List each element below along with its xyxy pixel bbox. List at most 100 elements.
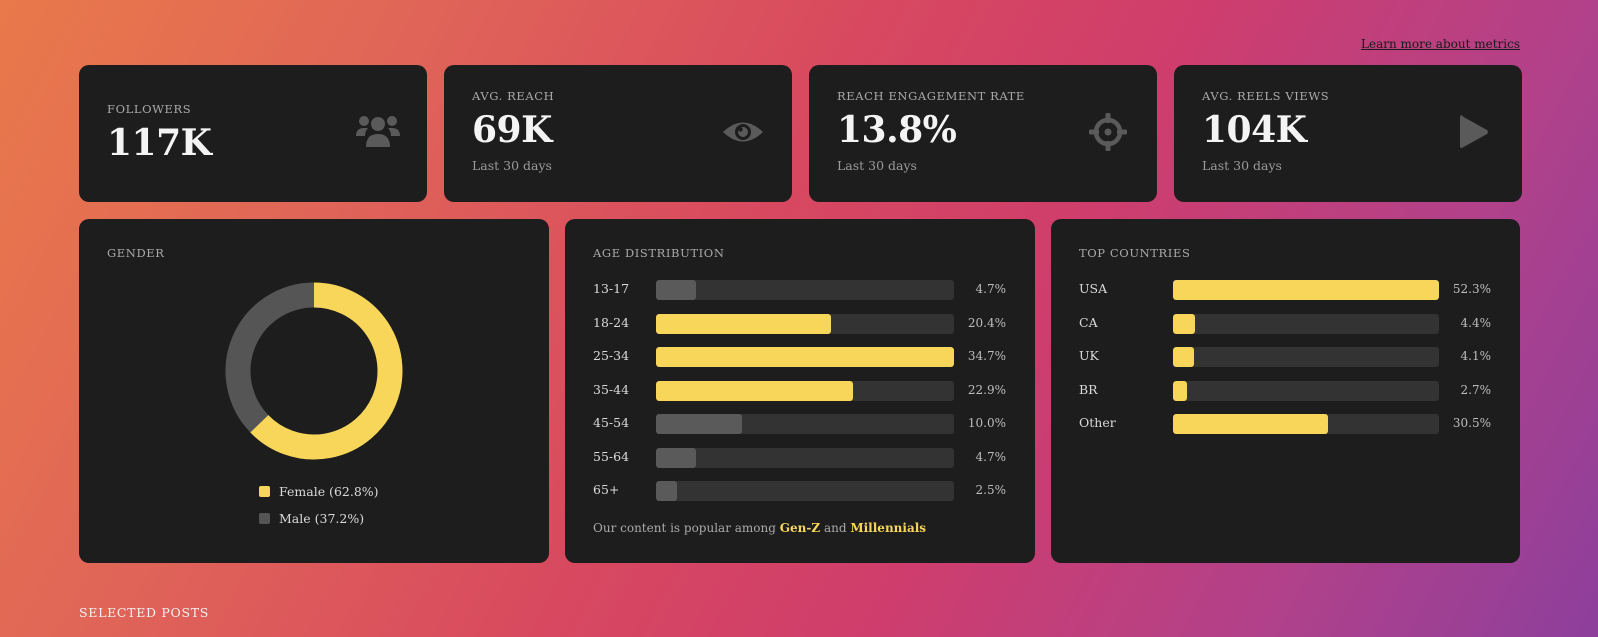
age-value-label: 20.4%	[967, 315, 1006, 330]
age-bar	[656, 313, 832, 334]
country-bar	[1173, 313, 1196, 334]
age-value-label: 2.5%	[975, 483, 1007, 497]
country-label: CA	[1079, 314, 1098, 330]
age-label: 13-17	[593, 281, 630, 296]
age-footnote: Our content is popular among Gen-Z and M…	[593, 521, 926, 535]
donut-slice-male	[225, 282, 315, 433]
country-bar	[1173, 280, 1439, 300]
avg-reach-value: 69K	[472, 109, 552, 151]
users-icon	[356, 116, 400, 147]
age-bar	[656, 414, 742, 434]
engagement-rate-period: Last 30 days	[837, 158, 917, 173]
age-track	[656, 313, 954, 334]
country-track	[1173, 347, 1439, 367]
country-bar	[1173, 347, 1194, 367]
country-value-label: 4.4%	[1460, 315, 1492, 330]
age-label: 35-44	[593, 381, 630, 397]
country-row: CA 4.4%	[1079, 313, 1493, 334]
age-distribution-panel: AGE DISTRIBUTION 13-17 4.7% 18-24 20.4% 25-3…	[565, 219, 1035, 563]
avg-reach-label: AVG. REACH	[472, 89, 555, 103]
legend-female: Female (62.8%)	[259, 484, 379, 499]
age-track	[656, 447, 954, 468]
reels-views-card: AVG. REELS VIEWS 104K Last 30 days	[1174, 65, 1522, 202]
age-row: 18-24 20.4%	[593, 313, 1007, 334]
country-label: USA	[1079, 281, 1108, 296]
followers-value: 117K	[107, 122, 212, 164]
gender-title: GENDER	[107, 246, 165, 260]
country-label: Other	[1079, 415, 1116, 430]
country-track	[1173, 280, 1439, 300]
country-label: BR	[1079, 381, 1098, 397]
country-row: BR 2.7%	[1079, 380, 1493, 401]
engagement-rate-card: REACH ENGAGEMENT RATE 13.8% Last 30 days	[809, 65, 1157, 202]
country-value-label: 30.5%	[1452, 416, 1491, 430]
age-track	[656, 481, 954, 501]
age-label: 65+	[593, 482, 620, 497]
country-track	[1173, 313, 1439, 334]
reels-views-value: 104K	[1202, 109, 1307, 151]
footnote-millennials: Millennials	[850, 521, 927, 535]
age-bar	[656, 280, 697, 300]
play-icon	[1460, 115, 1488, 149]
avg-reach-card: AVG. REACH 69K Last 30 days	[444, 65, 792, 202]
learn-more-link[interactable]: Learn more about metrics	[1361, 37, 1520, 51]
countries-title: TOP COUNTRIES	[1079, 246, 1191, 260]
age-bar	[656, 481, 678, 501]
top-countries-panel: TOP COUNTRIES USA 52.3% CA 4.4% UK 4.1% BR 2.7%…	[1051, 219, 1520, 563]
age-row: 25-34 34.7%	[593, 347, 1007, 367]
male-swatch	[259, 513, 270, 524]
age-label: 45-54	[593, 415, 630, 430]
metrics-page: Learn more about metrics FOLLOWERS 117K …	[79, 0, 1522, 637]
country-row: UK 4.1%	[1079, 347, 1493, 367]
age-track	[656, 280, 954, 300]
age-bar	[656, 347, 954, 367]
age-row: 65+ 2.5%	[593, 481, 1007, 501]
country-value-label: 52.3%	[1452, 282, 1491, 296]
female-swatch	[259, 486, 270, 497]
age-row: 13-17 4.7%	[593, 280, 1007, 300]
age-track	[656, 414, 954, 434]
age-title: AGE DISTRIBUTION	[593, 246, 725, 260]
followers-card: FOLLOWERS 117K	[79, 65, 427, 202]
age-track	[656, 347, 954, 367]
age-label: 25-34	[593, 348, 630, 363]
age-value-label: 4.7%	[975, 449, 1007, 464]
age-track	[656, 380, 954, 401]
country-label: UK	[1079, 348, 1099, 363]
footnote-prefix: Our content is popular among	[593, 521, 776, 535]
country-value-label: 4.1%	[1460, 349, 1492, 363]
female-legend-label: Female (62.8%)	[279, 484, 379, 499]
crosshair-icon	[1089, 113, 1127, 151]
age-value-label: 4.7%	[975, 282, 1007, 296]
country-row: Other 30.5%	[1079, 414, 1493, 434]
eye-icon	[723, 122, 763, 142]
gender-panel: GENDER Female (62.8%) Male (37.2%)	[79, 219, 549, 563]
age-label: 55-64	[593, 448, 630, 464]
donut-slice-female	[250, 282, 403, 460]
legend-male: Male (37.2%)	[259, 511, 364, 526]
age-bar	[656, 380, 853, 401]
engagement-rate-value: 13.8%	[837, 109, 957, 151]
country-track	[1173, 414, 1439, 434]
reels-views-period: Last 30 days	[1202, 158, 1282, 173]
country-track	[1173, 380, 1439, 401]
age-row: 35-44 22.9%	[593, 380, 1007, 401]
age-value-label: 34.7%	[967, 349, 1006, 363]
age-row: 45-54 10.0%	[593, 414, 1007, 434]
engagement-rate-label: REACH ENGAGEMENT RATE	[837, 89, 1025, 103]
country-bar	[1173, 380, 1187, 401]
age-label: 18-24	[593, 314, 630, 330]
footnote-and: and	[823, 521, 847, 535]
country-bar	[1173, 414, 1329, 434]
country-row: USA 52.3%	[1079, 280, 1493, 300]
age-value-label: 22.9%	[967, 382, 1006, 397]
selected-posts-title: SELECTED POSTS	[79, 605, 210, 620]
avg-reach-period: Last 30 days	[472, 158, 552, 173]
age-value-label: 10.0%	[967, 416, 1006, 430]
male-legend-label: Male (37.2%)	[279, 511, 365, 526]
reels-views-label: AVG. REELS VIEWS	[1202, 89, 1330, 103]
age-bar	[656, 447, 697, 468]
age-row: 55-64 4.7%	[593, 447, 1007, 468]
footnote-gen-z: Gen-Z	[779, 521, 821, 535]
country-value-label: 2.7%	[1460, 382, 1492, 397]
